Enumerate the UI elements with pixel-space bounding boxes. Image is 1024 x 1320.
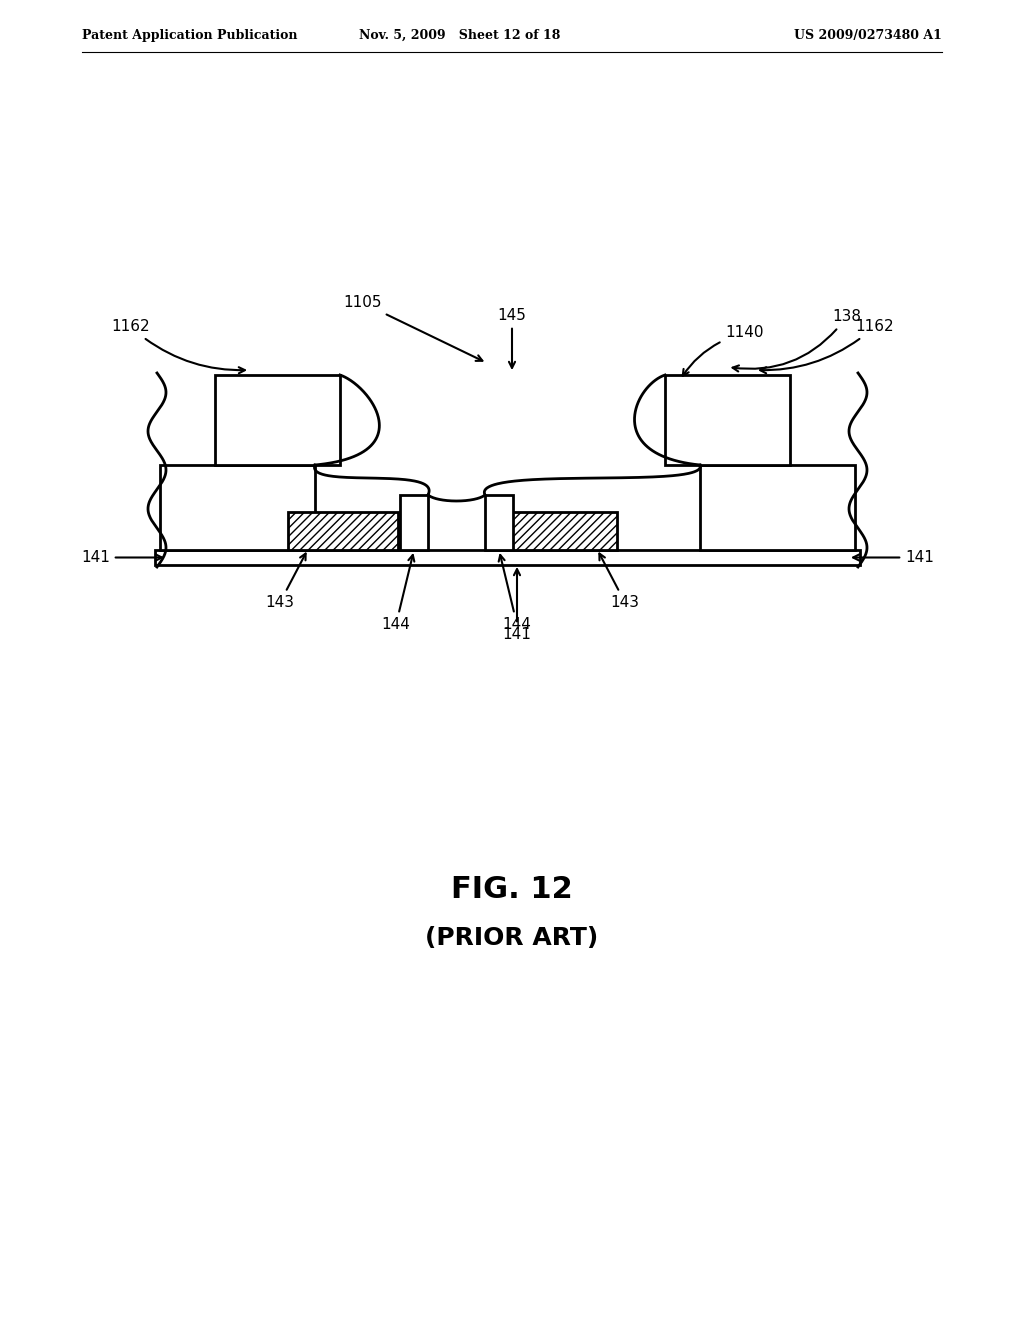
- Bar: [665, 375, 790, 465]
- Text: 1162: 1162: [112, 319, 245, 374]
- Bar: [288, 512, 398, 550]
- Text: Nov. 5, 2009   Sheet 12 of 18: Nov. 5, 2009 Sheet 12 of 18: [359, 29, 561, 41]
- Bar: [288, 512, 398, 550]
- Text: 141: 141: [503, 569, 531, 642]
- Bar: [507, 512, 617, 550]
- Text: 1105: 1105: [343, 296, 482, 360]
- Text: FIG. 12: FIG. 12: [452, 875, 572, 904]
- Bar: [155, 550, 860, 565]
- Text: US 2009/0273480 A1: US 2009/0273480 A1: [795, 29, 942, 41]
- Text: 144: 144: [382, 554, 415, 632]
- Text: 143: 143: [265, 553, 305, 610]
- Text: Patent Application Publication: Patent Application Publication: [82, 29, 298, 41]
- Text: (PRIOR ART): (PRIOR ART): [425, 927, 599, 950]
- Text: 141: 141: [853, 550, 934, 565]
- Text: 144: 144: [499, 554, 531, 632]
- Bar: [160, 465, 315, 550]
- Text: 143: 143: [599, 553, 640, 610]
- Bar: [485, 495, 513, 550]
- Bar: [507, 512, 617, 550]
- Bar: [400, 495, 428, 550]
- Text: 145: 145: [498, 308, 526, 368]
- Text: 1140: 1140: [683, 326, 764, 376]
- Bar: [700, 465, 855, 550]
- Text: 141: 141: [81, 550, 162, 565]
- Bar: [215, 375, 340, 465]
- Text: 1162: 1162: [760, 319, 894, 374]
- Text: 138: 138: [732, 309, 861, 371]
